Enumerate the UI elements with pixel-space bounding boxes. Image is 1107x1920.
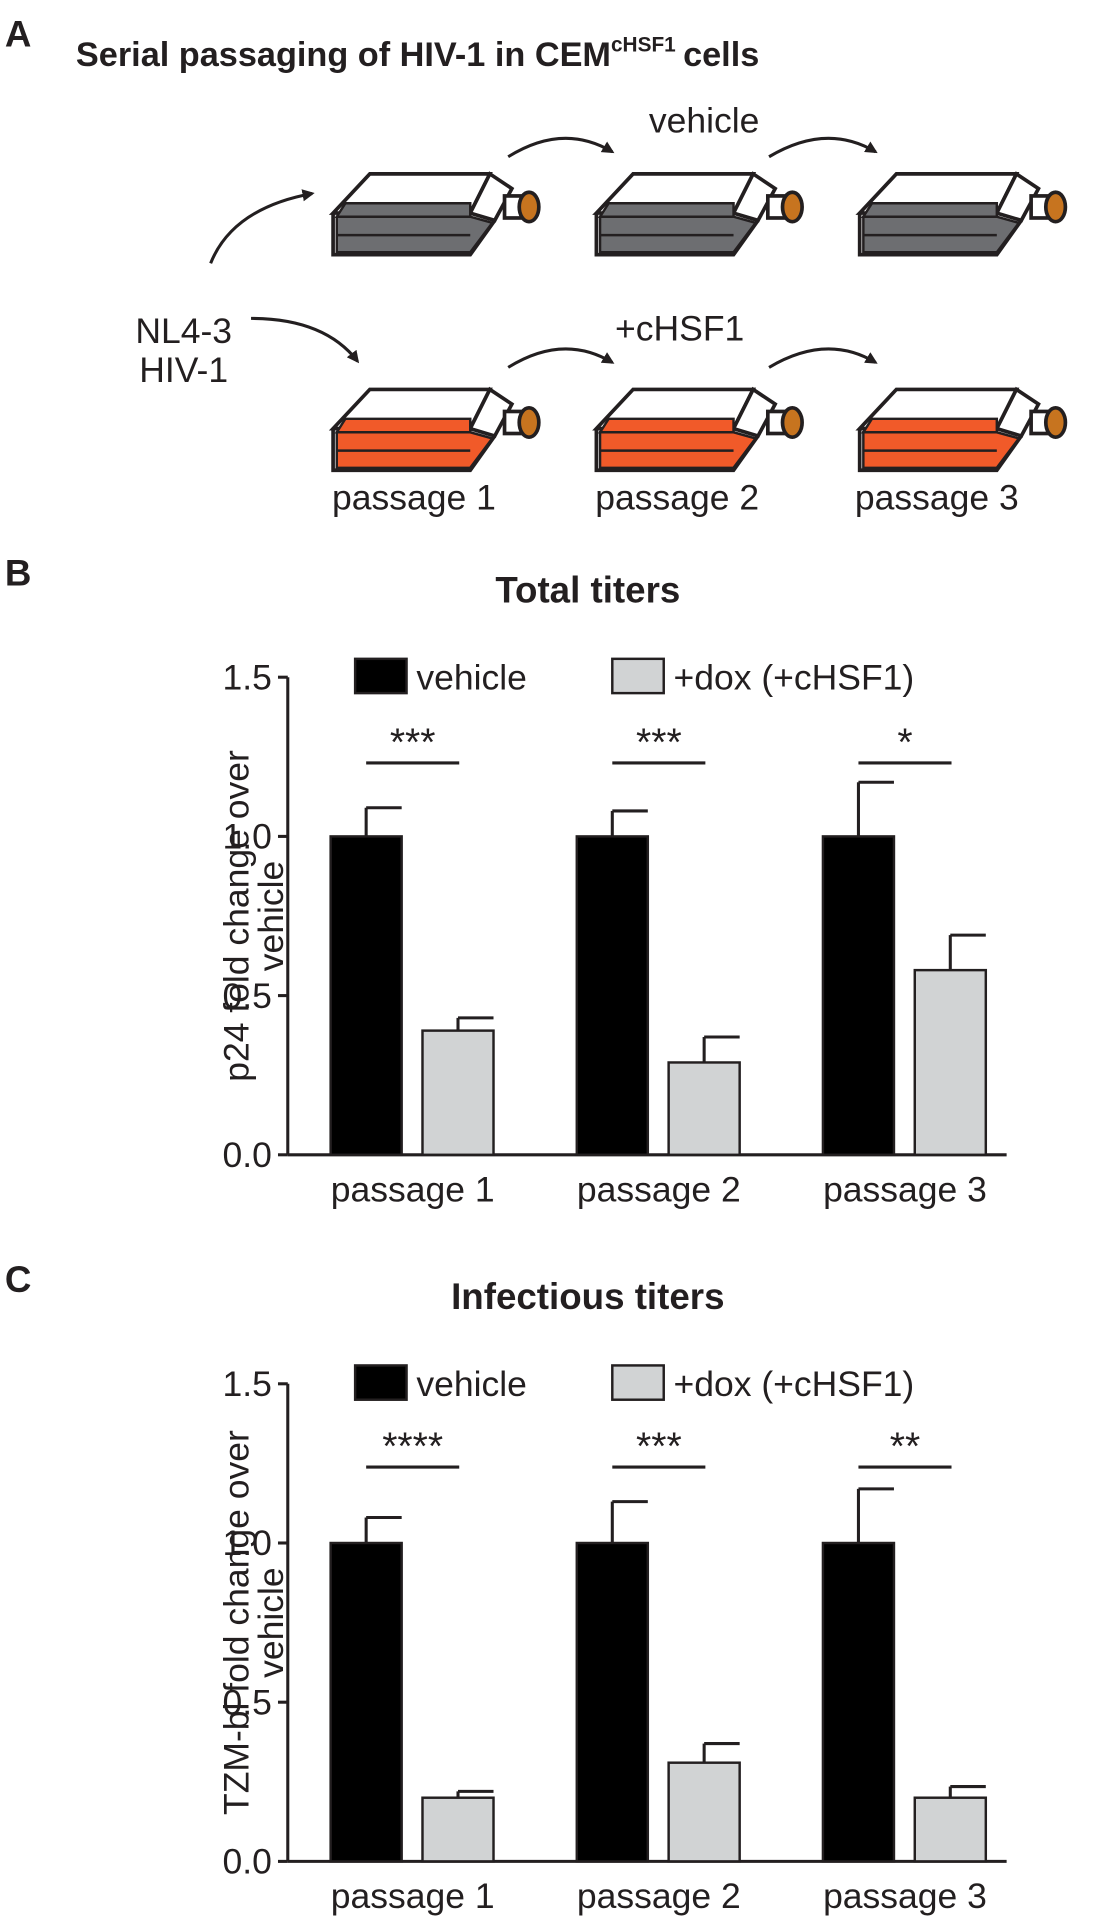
flask — [333, 389, 539, 470]
significance-label: *** — [636, 722, 682, 765]
bar — [821, 1541, 896, 1863]
virus-label: NL4-3 — [135, 311, 232, 351]
y-tick-label: 1.5 — [223, 657, 272, 697]
bar — [421, 1796, 495, 1863]
title-end: cells — [683, 36, 759, 74]
y-axis-label: vehicle — [251, 1567, 291, 1678]
bar — [913, 1796, 988, 1863]
y-tick-label: 0.5 — [223, 1682, 272, 1722]
chart-title: Infectious titers — [451, 1276, 724, 1317]
legend-label: vehicle — [416, 657, 527, 697]
y-tick-label: 1.0 — [223, 817, 272, 857]
x-tick-label: passage 2 — [577, 1169, 741, 1209]
bar — [667, 1061, 741, 1157]
panel-label: B — [5, 552, 32, 593]
x-tick-label: passage 1 — [331, 1169, 495, 1209]
flask — [596, 389, 802, 470]
flask — [333, 174, 539, 255]
x-tick-label: passage 3 — [823, 1169, 987, 1209]
x-tick-label: passage 1 — [331, 1876, 495, 1916]
legend-swatch — [611, 657, 665, 695]
bar — [821, 835, 896, 1157]
legend-label: +dox (+cHSF1) — [674, 657, 915, 697]
arrows — [209, 136, 878, 369]
panel-label: A — [5, 14, 32, 55]
y-axis-label: TZM-bl fold change over — [217, 1430, 257, 1815]
flask — [596, 174, 802, 255]
legend-label: +dox (+cHSF1) — [674, 1364, 915, 1404]
legend-swatch — [353, 657, 408, 695]
y-tick-label: 0.0 — [223, 1842, 272, 1882]
y-axis-label: vehicle — [251, 861, 291, 972]
title-sup: cHSF1 — [611, 33, 676, 56]
title-main: Serial passaging of HIV-1 in CEM — [76, 36, 611, 74]
significance-label: **** — [382, 1426, 443, 1469]
virus-label: HIV-1 — [139, 350, 228, 390]
flask — [860, 174, 1066, 255]
passage-label: passage 1 — [332, 477, 496, 517]
significance-label: *** — [390, 722, 436, 765]
x-tick-label: passage 2 — [577, 1876, 741, 1916]
legend-label: vehicle — [416, 1364, 527, 1404]
chart: C Infectious titers TZM-bl fold change ove… — [5, 1259, 1007, 1916]
y-tick-label: 1.5 — [223, 1364, 272, 1404]
bar — [329, 835, 403, 1157]
y-tick-label: 1.0 — [223, 1523, 272, 1563]
significance-label: *** — [636, 1426, 682, 1469]
significance-label: ** — [890, 1426, 920, 1469]
panel-title: Serial passaging of HIV-1 in CEMcHSF1 cel… — [76, 33, 759, 74]
condition-label: vehicle — [649, 100, 760, 140]
bar — [575, 1541, 650, 1863]
figure-content: A Serial passaging of HIV-1 in CEMcHSF1 c… — [5, 14, 1066, 1916]
panel-label: C — [5, 1259, 32, 1300]
bar — [329, 1541, 403, 1863]
bar — [667, 1761, 741, 1863]
legend-swatch — [611, 1364, 665, 1401]
legend-swatch — [353, 1364, 408, 1401]
panel-a: A Serial passaging of HIV-1 in CEMcHSF1 c… — [5, 14, 1066, 517]
bar — [421, 1029, 495, 1157]
flask — [860, 389, 1066, 470]
bar — [913, 968, 988, 1157]
passage-label: passage 3 — [855, 477, 1019, 517]
x-tick-label: passage 3 — [823, 1876, 987, 1916]
passage-label: passage 2 — [595, 477, 759, 517]
y-axis-label: p24 fold change over — [217, 750, 257, 1082]
bar — [575, 835, 650, 1157]
y-tick-label: 0.5 — [223, 976, 272, 1016]
significance-label: * — [897, 722, 912, 765]
y-tick-label: 0.0 — [223, 1135, 272, 1175]
condition-label: +cHSF1 — [615, 308, 744, 348]
chart-title: Total titers — [495, 570, 680, 611]
